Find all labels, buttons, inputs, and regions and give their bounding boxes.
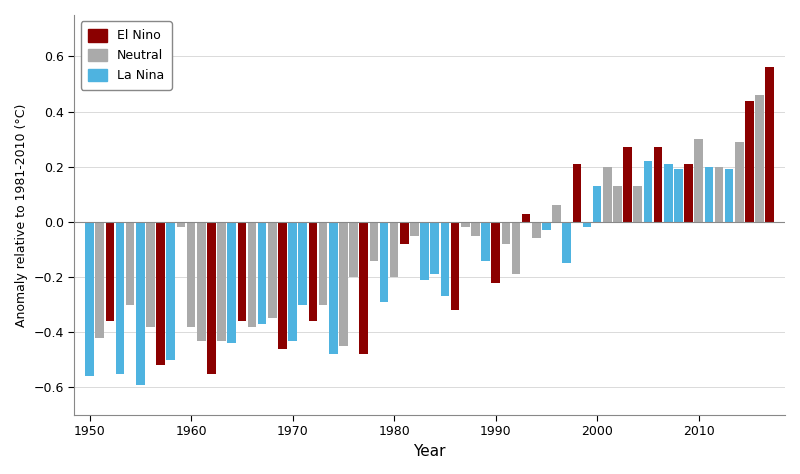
Bar bbox=[725, 170, 734, 222]
Bar bbox=[268, 222, 277, 319]
Bar bbox=[664, 164, 673, 222]
Bar bbox=[298, 222, 307, 305]
Bar bbox=[146, 222, 155, 327]
Bar bbox=[542, 222, 550, 230]
Bar bbox=[644, 161, 652, 222]
Bar bbox=[166, 222, 175, 360]
Bar bbox=[420, 222, 429, 280]
Bar bbox=[258, 222, 266, 324]
Bar bbox=[186, 222, 195, 327]
Bar bbox=[318, 222, 327, 305]
Bar bbox=[350, 222, 358, 277]
Bar bbox=[329, 222, 338, 355]
Bar bbox=[552, 205, 561, 222]
Bar bbox=[95, 222, 104, 338]
Bar bbox=[735, 142, 744, 222]
Bar bbox=[177, 222, 186, 228]
Bar bbox=[441, 222, 450, 296]
Bar bbox=[248, 222, 256, 327]
Bar bbox=[238, 222, 246, 321]
Bar bbox=[450, 222, 459, 310]
Bar bbox=[126, 222, 134, 305]
Bar bbox=[359, 222, 368, 355]
Bar bbox=[512, 222, 520, 274]
Bar bbox=[227, 222, 236, 343]
Bar bbox=[603, 167, 612, 222]
Y-axis label: Anomaly relative to 1981-2010 (°C): Anomaly relative to 1981-2010 (°C) bbox=[15, 103, 28, 327]
Bar bbox=[278, 222, 286, 349]
Bar bbox=[674, 170, 682, 222]
Bar bbox=[705, 167, 713, 222]
Bar bbox=[562, 222, 571, 263]
Bar bbox=[390, 222, 398, 277]
Bar bbox=[684, 164, 693, 222]
Bar bbox=[197, 222, 206, 340]
Bar bbox=[106, 222, 114, 321]
Bar bbox=[116, 222, 124, 374]
Bar bbox=[309, 222, 318, 321]
Bar bbox=[714, 167, 723, 222]
Bar bbox=[755, 95, 764, 222]
Bar bbox=[491, 222, 500, 283]
Bar bbox=[745, 100, 754, 222]
Legend: El Nino, Neutral, La Nina: El Nino, Neutral, La Nina bbox=[81, 21, 171, 90]
Bar bbox=[136, 222, 145, 385]
Bar bbox=[522, 214, 530, 222]
Bar bbox=[694, 139, 703, 222]
Bar bbox=[623, 147, 632, 222]
Bar bbox=[582, 222, 591, 228]
Bar bbox=[502, 222, 510, 244]
Bar bbox=[481, 222, 490, 261]
Bar bbox=[532, 222, 541, 238]
Bar bbox=[766, 67, 774, 222]
Bar bbox=[634, 186, 642, 222]
Bar bbox=[654, 147, 662, 222]
Bar bbox=[573, 164, 581, 222]
Bar bbox=[430, 222, 439, 274]
Bar bbox=[613, 186, 622, 222]
Bar bbox=[593, 186, 602, 222]
X-axis label: Year: Year bbox=[414, 444, 446, 459]
Bar bbox=[410, 222, 418, 236]
Bar bbox=[86, 222, 94, 376]
Bar bbox=[471, 222, 480, 236]
Bar bbox=[288, 222, 297, 340]
Bar bbox=[370, 222, 378, 261]
Bar bbox=[461, 222, 470, 228]
Bar bbox=[339, 222, 348, 346]
Bar bbox=[380, 222, 388, 302]
Bar bbox=[156, 222, 165, 365]
Bar bbox=[400, 222, 409, 244]
Bar bbox=[218, 222, 226, 340]
Bar bbox=[207, 222, 216, 374]
